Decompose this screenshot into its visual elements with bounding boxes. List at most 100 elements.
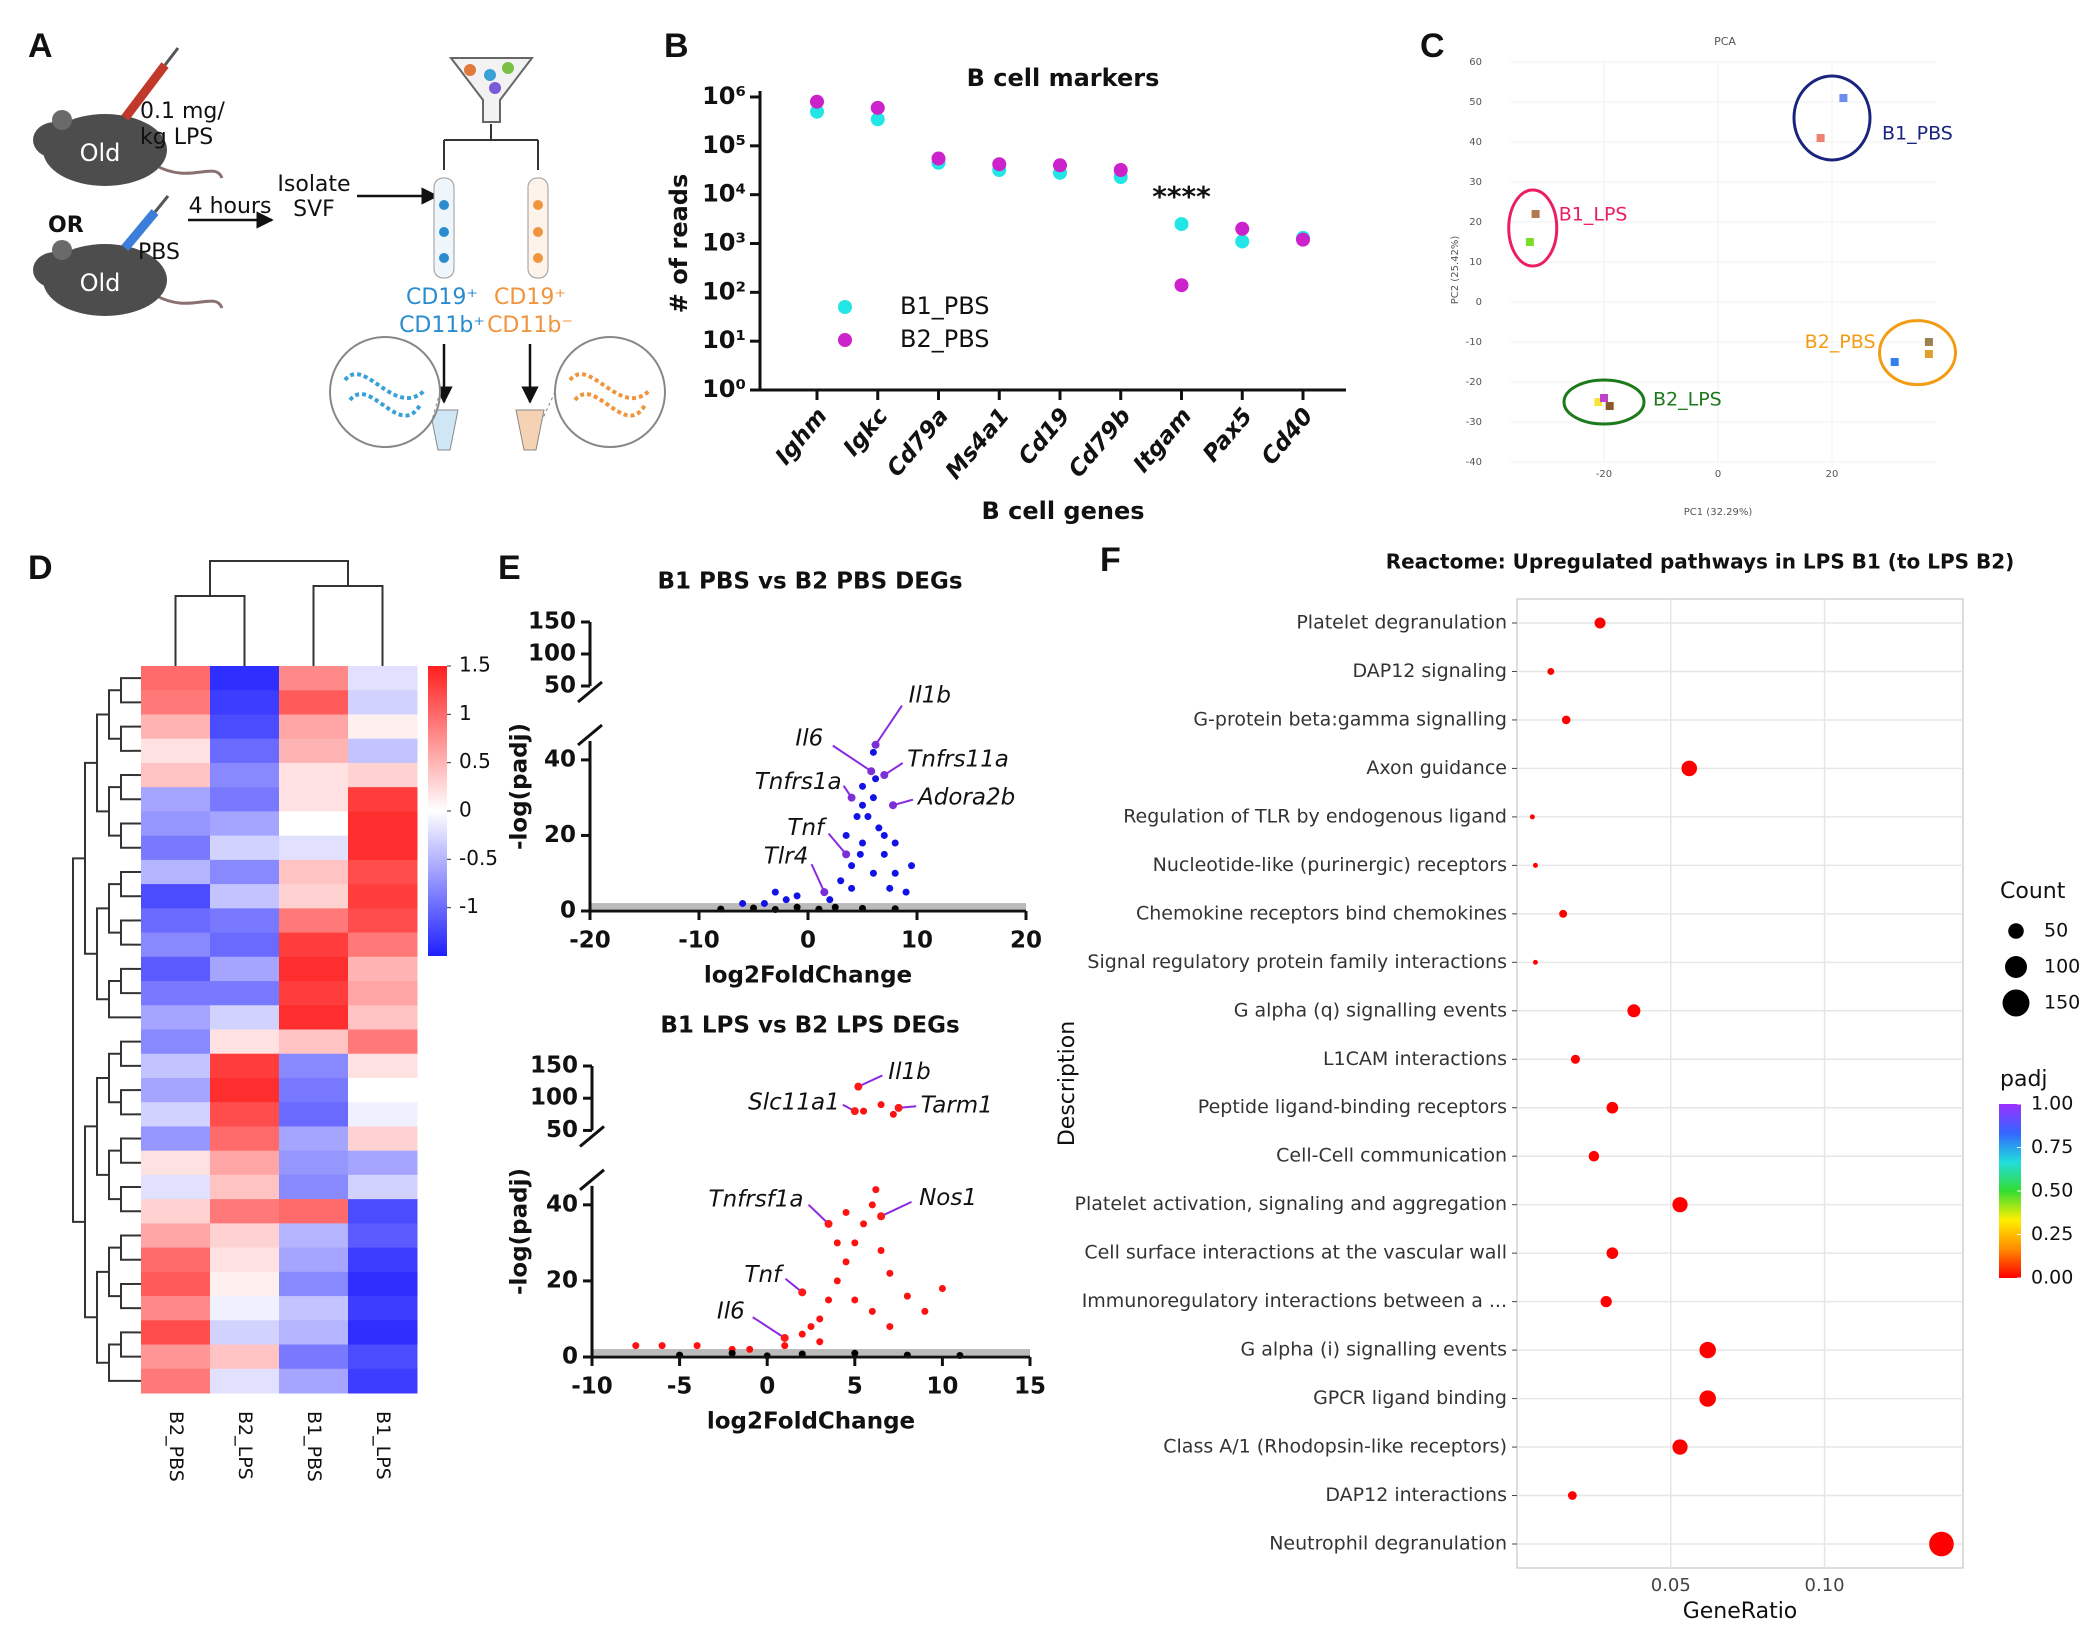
heatmap-cell: [279, 1053, 349, 1079]
heatmap-cell: [210, 835, 280, 861]
gene-label: Il1b: [909, 682, 951, 708]
data-point: [693, 1342, 701, 1350]
data-point: [891, 839, 899, 847]
dendrogram: [120, 1186, 133, 1213]
heatmap-cell: [210, 1344, 280, 1370]
x-tick-label: 15: [1014, 1374, 1046, 1400]
chart-title: B1 LPS vs B2 LPS DEGs: [660, 1013, 959, 1039]
eppendorf: [429, 409, 459, 451]
data-point: [739, 899, 747, 907]
heatmap-cell: [210, 859, 280, 885]
heatmap-cell: [141, 932, 211, 958]
data-point: [877, 1246, 885, 1254]
heatmap-cell: [210, 1126, 280, 1152]
heatmap-cell: [210, 762, 280, 788]
heatmap-cell: [141, 1320, 211, 1346]
chart-title: Reactome: Upregulated pathways in LPS B1…: [1386, 550, 2015, 574]
data-point: [831, 903, 839, 911]
heatmap-cell: [210, 956, 280, 982]
data-point: [1531, 210, 1540, 218]
mouse-tail: [154, 163, 224, 179]
zoom-line: [541, 391, 556, 421]
x-tick-label: -20: [1596, 469, 1612, 480]
dendrogram: [120, 725, 133, 752]
panel-label: F: [1100, 541, 1121, 579]
x-tick-label: -10: [678, 928, 720, 954]
group-ellipse: [1792, 74, 1872, 162]
data-point: [921, 1307, 929, 1315]
data-point: [1924, 350, 1933, 358]
y-tick-label: DAP12 signaling: [1352, 660, 1507, 682]
diagram-text: kg LPS: [140, 125, 213, 150]
heatmap-cell: [279, 908, 349, 934]
x-tick-label: 0.05: [1651, 1575, 1691, 1596]
dendrogram: [120, 677, 133, 704]
data-point: [1924, 338, 1933, 346]
x-tick-label: Pax5: [1198, 403, 1258, 467]
gene-label: Tnf: [745, 1262, 785, 1288]
y-tick-label: 60: [1469, 57, 1482, 68]
heatmap-cell: [279, 1126, 349, 1152]
heatmap-cell: [210, 981, 280, 1006]
heatmap-cell: [348, 859, 418, 885]
label-line: [827, 832, 847, 855]
dendrogram: [108, 786, 121, 837]
data-point: [848, 884, 856, 892]
colorbar-label: 1.00: [2031, 1093, 2073, 1115]
legend-title: padj: [2000, 1067, 2048, 1092]
data-point: [1890, 358, 1899, 366]
data-point: [870, 112, 885, 127]
bubble: [1547, 667, 1555, 675]
data-point: [1594, 398, 1603, 406]
data-point: [851, 1296, 859, 1304]
heatmap-cell: [279, 1199, 349, 1224]
y-axis-label: PC2 (25.42%): [1450, 236, 1461, 305]
data-point: [1525, 238, 1534, 246]
heatmap-cell: [141, 859, 211, 885]
heatmap-cell: [141, 1150, 211, 1176]
y-tick-label: 150: [528, 609, 576, 635]
data-point: [859, 801, 866, 809]
data-point: [877, 1101, 885, 1109]
group-label: B2_LPS: [1653, 389, 1722, 411]
bubble: [1559, 909, 1568, 918]
y-tick-label: 50: [544, 673, 576, 699]
heatmap-cell: [279, 690, 349, 715]
threshold-band: [592, 1349, 1030, 1356]
bubble: [1672, 1439, 1688, 1455]
annotation: ****: [1152, 180, 1211, 213]
data-point: [810, 104, 824, 119]
y-tick-label: L1CAM interactions: [1323, 1048, 1507, 1070]
heatmap-cell: [279, 1174, 349, 1200]
heatmap-cell: [348, 1126, 418, 1152]
data-point: [1113, 162, 1128, 177]
y-axis-label: -log(padj): [507, 723, 533, 850]
heatmap-cell: [141, 1077, 211, 1103]
cell: [484, 69, 496, 81]
y-tick-label: 40: [1469, 137, 1482, 148]
data-point: [1235, 234, 1250, 249]
x-tick-label: 0.10: [1805, 1575, 1845, 1596]
dendrogram: [96, 713, 109, 813]
data-point: [875, 824, 883, 832]
diagram-text: PBS: [138, 240, 180, 265]
heatmap-cell: [348, 762, 418, 788]
branch: [443, 124, 539, 170]
heatmap-cell: [348, 1029, 418, 1055]
data-point: [760, 899, 768, 907]
heatmap-cell: [348, 1368, 418, 1394]
data-point: [992, 157, 1007, 172]
heatmap-cell: [210, 1029, 280, 1055]
y-tick-label: 10⁴: [702, 180, 746, 208]
data-point: [842, 1258, 850, 1266]
data-point: [870, 100, 885, 115]
data-point: [1174, 278, 1189, 293]
chart-title: B1 PBS vs B2 PBS DEGs: [657, 569, 962, 595]
heatmap-cell: [279, 1271, 349, 1297]
cell: [439, 200, 449, 210]
y-tick-label: 10¹: [702, 326, 746, 354]
colorbar: [1999, 1104, 2021, 1278]
heatmap-cell: [210, 884, 280, 909]
y-tick-label: -40: [1466, 457, 1482, 468]
bubble: [1588, 1150, 1600, 1162]
